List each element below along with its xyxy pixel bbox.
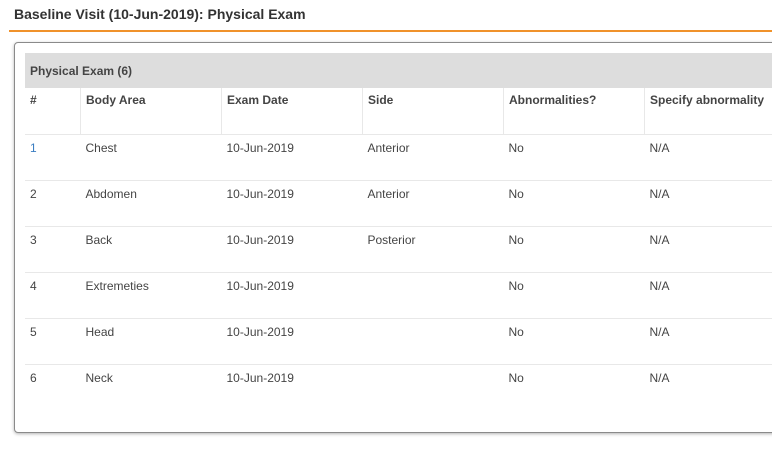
side-cell: Anterior (362, 180, 504, 227)
exam-date-cell: 10-Jun-2019 (221, 226, 363, 273)
table-row[interactable]: 5 Head 10-Jun-2019 No N/A (25, 318, 772, 365)
specify-abnormality-cell: N/A (644, 134, 772, 181)
physical-exam-table: # Body Area Exam Date Side Abnormalities… (25, 88, 772, 410)
column-header-body-area: Body Area (80, 88, 222, 135)
column-header-specify-abnormality: Specify abnormality (644, 88, 772, 135)
column-header-side: Side (362, 88, 504, 135)
abnormalities-cell: No (503, 180, 645, 227)
column-header-abnormalities: Abnormalities? (503, 88, 645, 135)
table-row[interactable]: 6 Neck 10-Jun-2019 No N/A (25, 364, 772, 410)
abnormalities-cell: No (503, 226, 645, 273)
body-area-cell: Extremeties (80, 272, 222, 319)
column-header-exam-date: Exam Date (221, 88, 363, 135)
body-area-cell: Abdomen (80, 180, 222, 227)
row-number-cell: 3 (25, 226, 81, 273)
table-row[interactable]: 3 Back 10-Jun-2019 Posterior No N/A (25, 226, 772, 273)
column-header-number: # (30, 93, 37, 107)
side-cell (362, 364, 504, 410)
physical-exam-card: Physical Exam (6) # Body Area Exam Date … (14, 42, 772, 433)
body-area-cell: Back (80, 226, 222, 273)
specify-abnormality-cell: N/A (644, 318, 772, 365)
abnormalities-cell: No (503, 318, 645, 365)
side-cell: Anterior (362, 134, 504, 181)
abnormalities-cell: No (503, 364, 645, 410)
exam-date-cell: 10-Jun-2019 (221, 364, 363, 410)
title-divider (9, 30, 772, 32)
row-number-cell: 4 (25, 272, 81, 319)
exam-date-cell: 10-Jun-2019 (221, 180, 363, 227)
page-title: Baseline Visit (10-Jun-2019): Physical E… (14, 6, 306, 22)
row-number-cell: 6 (25, 364, 81, 410)
side-cell: Posterior (362, 226, 504, 273)
specify-abnormality-cell: N/A (644, 180, 772, 227)
exam-date-cell: 10-Jun-2019 (221, 272, 363, 319)
body-area-cell: Chest (80, 134, 222, 181)
table-header-row: # Body Area Exam Date Side Abnormalities… (25, 88, 772, 135)
side-cell (362, 272, 504, 319)
panel-title: Physical Exam (6) (25, 53, 772, 88)
side-cell (362, 318, 504, 365)
row-number-cell: 2 (25, 180, 81, 227)
table-row[interactable]: 4 Extremeties 10-Jun-2019 No N/A (25, 272, 772, 319)
exam-date-cell: 10-Jun-2019 (221, 134, 363, 181)
body-area-cell: Neck (80, 364, 222, 410)
body-area-cell: Head (80, 318, 222, 365)
table-row[interactable]: 1 Chest 10-Jun-2019 Anterior No N/A (25, 134, 772, 181)
table-row[interactable]: 2 Abdomen 10-Jun-2019 Anterior No N/A (25, 180, 772, 227)
row-number-cell: 5 (25, 318, 81, 365)
specify-abnormality-cell: N/A (644, 364, 772, 410)
abnormalities-cell: No (503, 134, 645, 181)
specify-abnormality-cell: N/A (644, 272, 772, 319)
exam-date-cell: 10-Jun-2019 (221, 318, 363, 365)
row-number-cell[interactable]: 1 (25, 134, 81, 181)
specify-abnormality-cell: N/A (644, 226, 772, 273)
abnormalities-cell: No (503, 272, 645, 319)
